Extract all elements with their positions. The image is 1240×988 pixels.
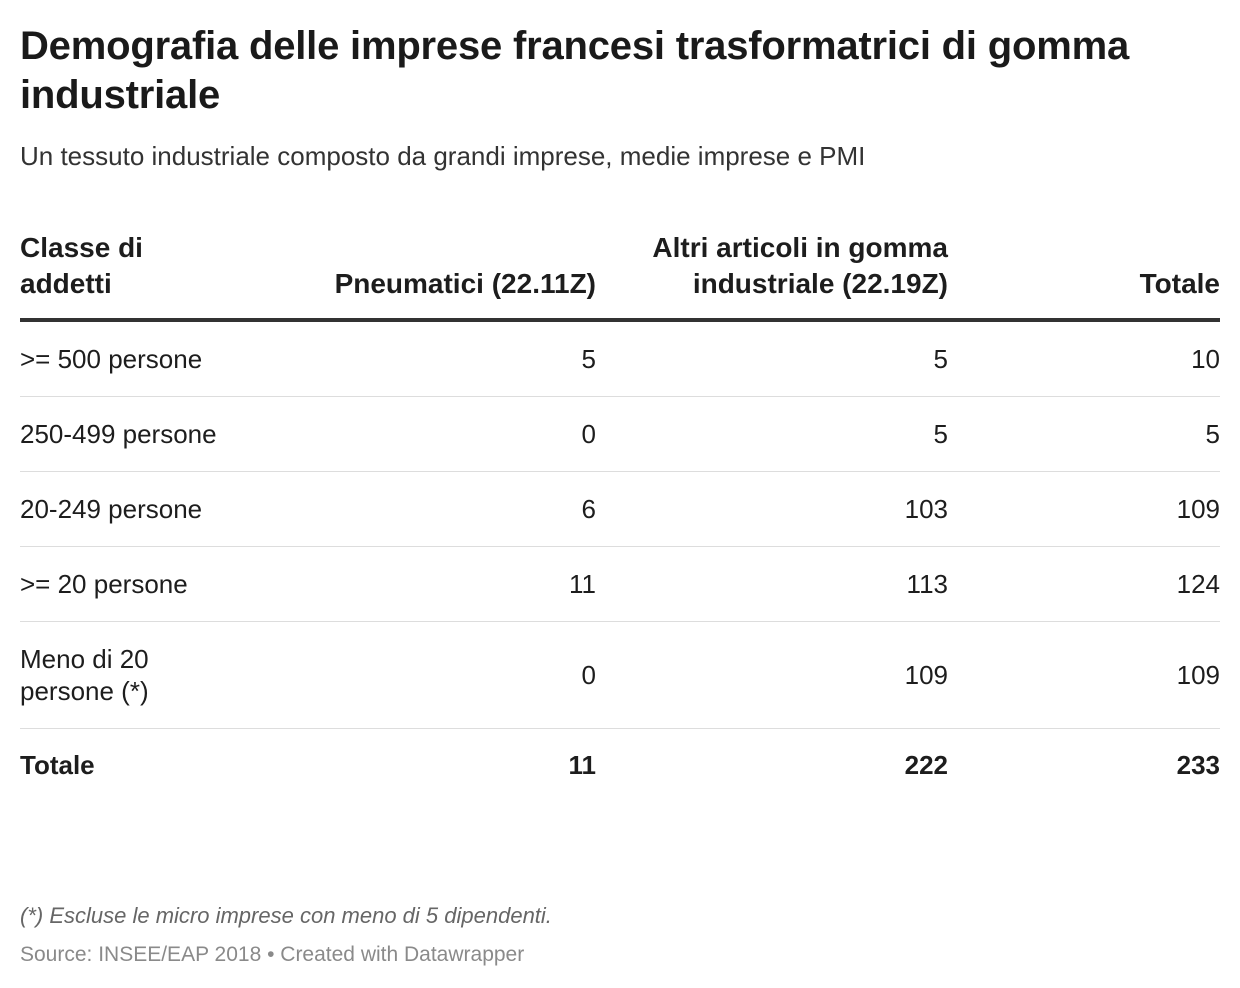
table-row: >= 20 persone 11 113 124 (20, 546, 1220, 622)
column-header-altri-articoli[interactable]: Altri articoli in gomma industriale (22.… (596, 230, 948, 322)
row-label: 20-249 persone (20, 471, 240, 547)
cell-altri-articoli: 113 (596, 546, 948, 622)
cell-altri-articoli: 103 (596, 471, 948, 547)
cell-totale: 109 (948, 621, 1220, 729)
table-row: 250-499 persone 0 5 5 (20, 396, 1220, 472)
total-pneumatici: 11 (568, 750, 597, 780)
row-label: Meno di 20 persone (*) (20, 621, 240, 729)
column-header-classe[interactable]: Classe di addetti (20, 230, 240, 322)
cell-altri-articoli: 109 (596, 621, 948, 729)
chart-subtitle: Un tessuto industriale composto da grand… (20, 141, 866, 171)
cell-totale: 5 (948, 396, 1220, 472)
cell-pneumatici: 0 (240, 621, 596, 729)
cell-totale: 109 (948, 471, 1220, 547)
chart-title: Demografia delle imprese francesi trasfo… (20, 24, 1129, 117)
cell-totale: 124 (948, 546, 1220, 622)
chart-container: Demografia delle imprese francesi trasfo… (20, 22, 1220, 802)
cell-pneumatici: 5 (240, 320, 596, 397)
total-row-label: Totale (20, 750, 95, 780)
table-row: >= 500 persone 5 5 10 (20, 320, 1220, 397)
chart-source: Source: INSEE/EAP 2018 • Created with Da… (20, 943, 525, 966)
row-label: 250-499 persone (20, 396, 240, 472)
column-header-pneumatici[interactable]: Pneumatici (22.11Z) (240, 230, 596, 322)
total-altri-articoli: 222 (904, 750, 948, 780)
chart-notes: (*) Escluse le micro imprese con meno di… (20, 903, 552, 928)
table-total-row: Totale 11 222 233 (20, 729, 1220, 803)
cell-pneumatici: 11 (240, 546, 596, 622)
row-label: >= 20 persone (20, 546, 240, 622)
total-totale: 233 (1176, 750, 1220, 780)
table-row: Meno di 20 persone (*) 0 109 109 (20, 621, 1220, 729)
cell-altri-articoli: 5 (596, 396, 948, 472)
table-header-row: Classe di addetti Pneumatici (22.11Z) Al… (20, 230, 1220, 322)
cell-totale: 10 (948, 320, 1220, 397)
cell-altri-articoli: 5 (596, 320, 948, 397)
row-label: >= 500 persone (20, 320, 240, 397)
cell-pneumatici: 6 (240, 471, 596, 547)
table-row: 20-249 persone 6 103 109 (20, 471, 1220, 547)
cell-pneumatici: 0 (240, 396, 596, 472)
column-header-totale[interactable]: Totale (948, 230, 1220, 322)
data-table: Classe di addetti Pneumatici (22.11Z) Al… (20, 230, 1220, 802)
